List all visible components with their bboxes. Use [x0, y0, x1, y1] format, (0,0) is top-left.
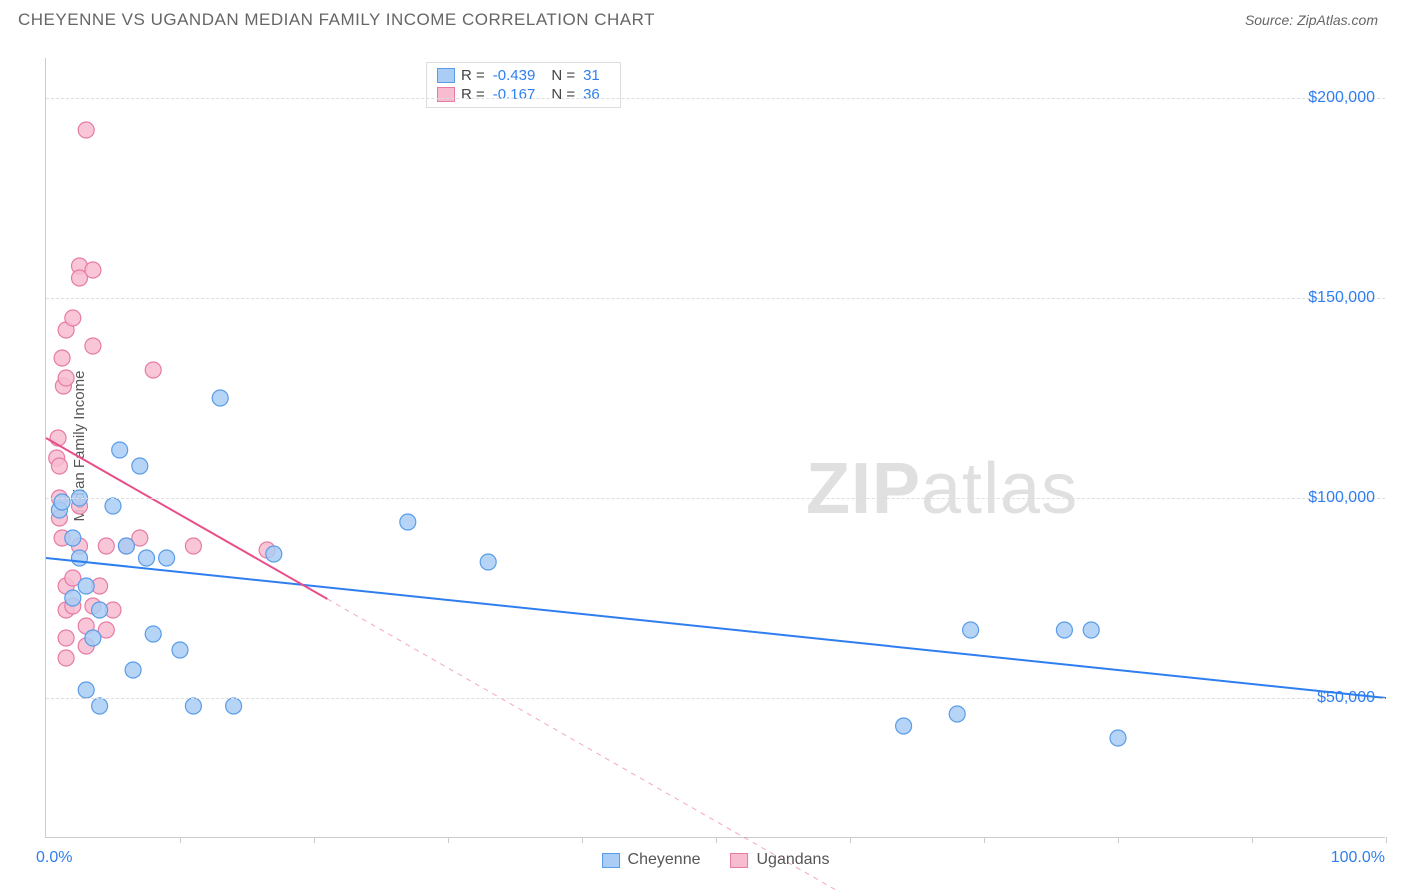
x-axis-max-label: 100.0%: [1331, 849, 1385, 867]
y-tick-label: $200,000: [1308, 89, 1375, 107]
x-tick: [582, 837, 583, 843]
y-tick-label: $100,000: [1308, 489, 1375, 507]
series-legend: Cheyenne Ugandans: [602, 851, 830, 869]
x-tick: [1386, 837, 1387, 843]
y-tick-label: $150,000: [1308, 289, 1375, 307]
gridline: [46, 498, 1385, 499]
x-tick: [984, 837, 985, 843]
gridline: [46, 98, 1385, 99]
x-tick: [1118, 837, 1119, 843]
source-attribution: Source: ZipAtlas.com: [1245, 12, 1378, 28]
x-axis-min-label: 0.0%: [36, 849, 72, 867]
gridline: [46, 298, 1385, 299]
chart-plot-area: ZIPatlas R = -0.439 N = 31 R = -0.167 N …: [45, 58, 1385, 838]
x-tick: [314, 837, 315, 843]
legend-item-ugandans: Ugandans: [731, 851, 830, 869]
chart-title: CHEYENNE VS UGANDAN MEDIAN FAMILY INCOME…: [18, 10, 655, 30]
swatch-ugandans-icon: [731, 853, 749, 868]
x-tick: [448, 837, 449, 843]
chart-header: CHEYENNE VS UGANDAN MEDIAN FAMILY INCOME…: [0, 0, 1406, 38]
y-tick-label: $50,000: [1317, 689, 1375, 707]
x-tick: [716, 837, 717, 843]
x-tick: [850, 837, 851, 843]
swatch-cheyenne-icon: [602, 853, 620, 868]
gridline: [46, 698, 1385, 699]
legend-item-cheyenne: Cheyenne: [602, 851, 701, 869]
x-tick: [1252, 837, 1253, 843]
x-tick: [180, 837, 181, 843]
scatter-svg: [46, 58, 1385, 837]
